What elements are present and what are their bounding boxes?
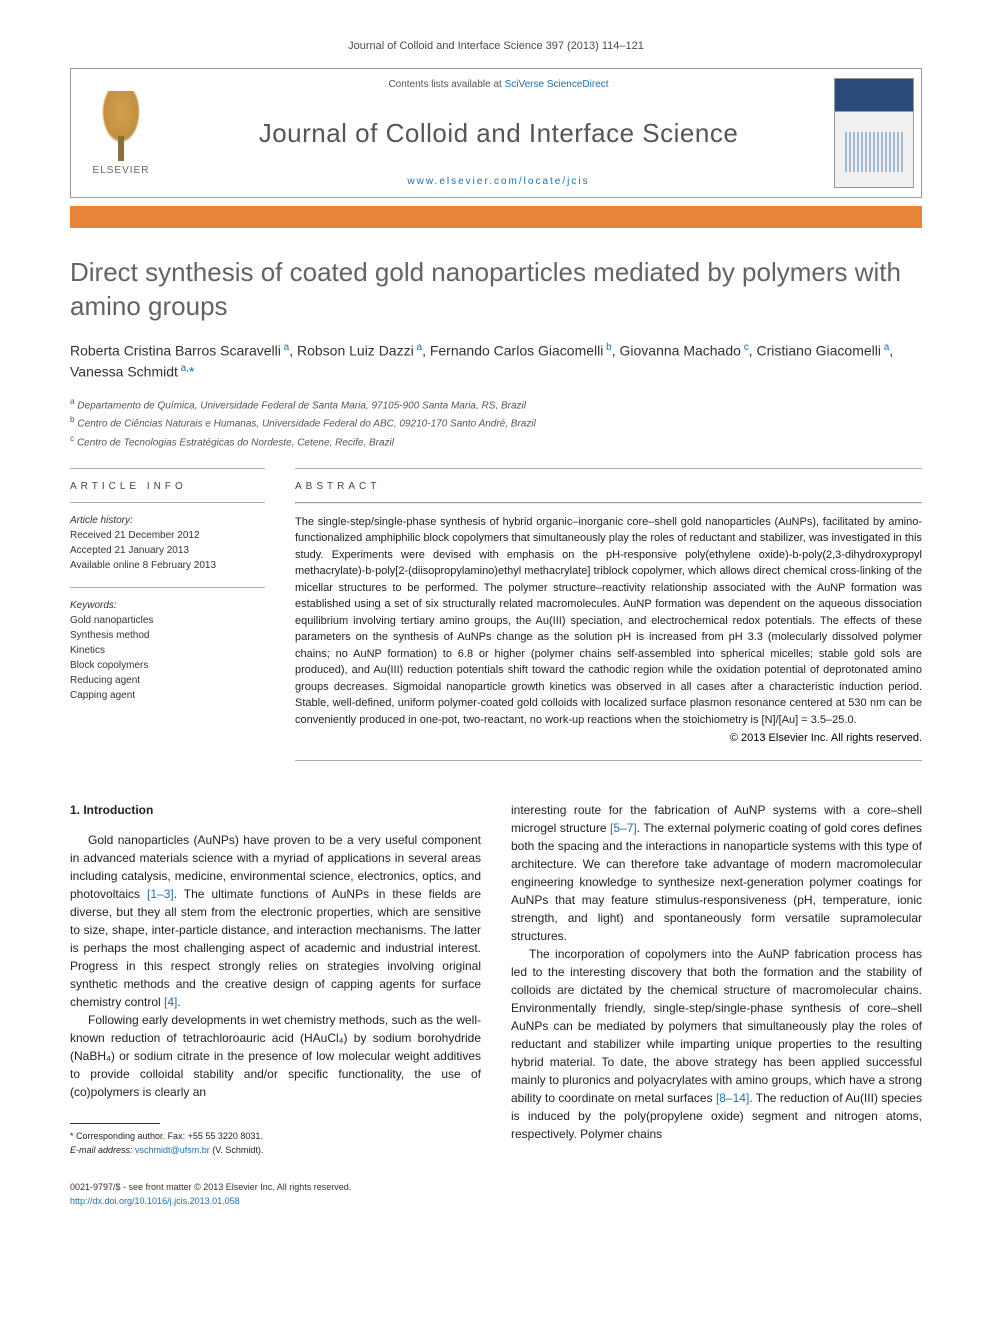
history-item: Received 21 December 2012 bbox=[70, 528, 265, 543]
article-history: Article history: Received 21 December 20… bbox=[70, 513, 265, 573]
section-heading-intro: 1. Introduction bbox=[70, 801, 481, 819]
keyword: Reducing agent bbox=[70, 673, 265, 688]
article-info-label: ARTICLE INFO bbox=[70, 481, 265, 492]
author: Vanessa Schmidt bbox=[70, 364, 178, 380]
ref-link[interactable]: [4] bbox=[164, 995, 177, 1009]
elsevier-tree-icon bbox=[91, 91, 151, 161]
right-column: interesting route for the fabrication of… bbox=[511, 801, 922, 1157]
keyword: Synthesis method bbox=[70, 628, 265, 643]
abstract-label: ABSTRACT bbox=[295, 481, 922, 492]
author: Robson Luiz Dazzi bbox=[297, 342, 414, 358]
doi-link[interactable]: http://dx.doi.org/10.1016/j.jcis.2013.01… bbox=[70, 1196, 240, 1206]
divider bbox=[70, 502, 265, 503]
publisher-name: ELSEVIER bbox=[93, 165, 150, 176]
body-two-column: 1. Introduction Gold nanoparticles (AuNP… bbox=[70, 801, 922, 1157]
journal-cover-thumbnail bbox=[826, 69, 921, 197]
aff-marker: a bbox=[281, 342, 289, 353]
keyword: Kinetics bbox=[70, 643, 265, 658]
author: Fernando Carlos Giacomelli bbox=[430, 342, 604, 358]
info-abstract-row: ARTICLE INFO Article history: Received 2… bbox=[70, 468, 922, 762]
author: Cristiano Giacomelli bbox=[756, 342, 880, 358]
divider bbox=[70, 587, 265, 588]
aff-marker: b bbox=[603, 342, 611, 353]
body-paragraph: interesting route for the fabrication of… bbox=[511, 801, 922, 945]
front-matter-line: 0021-9797/$ - see front matter © 2013 El… bbox=[70, 1181, 922, 1195]
affiliation: b Centro de Ciências Naturais e Humanas,… bbox=[70, 413, 922, 431]
citation-line: Journal of Colloid and Interface Science… bbox=[70, 40, 922, 52]
keywords-block: Keywords: Gold nanoparticles Synthesis m… bbox=[70, 598, 265, 703]
divider bbox=[295, 502, 922, 504]
contents-available-line: Contents lists available at SciVerse Sci… bbox=[388, 79, 608, 90]
corr-author-line: * Corresponding author. Fax: +55 55 3220… bbox=[70, 1130, 481, 1144]
affiliation: a Departamento de Química, Universidade … bbox=[70, 395, 922, 413]
elsevier-logo: ELSEVIER bbox=[71, 69, 171, 197]
author: Roberta Cristina Barros Scaravelli bbox=[70, 342, 281, 358]
left-column: 1. Introduction Gold nanoparticles (AuNP… bbox=[70, 801, 481, 1157]
ref-link[interactable]: [1–3] bbox=[147, 887, 174, 901]
header-center: Contents lists available at SciVerse Sci… bbox=[171, 69, 826, 197]
abstract-text: The single-step/single-phase synthesis o… bbox=[295, 514, 922, 729]
corresponding-star-icon: * bbox=[189, 364, 194, 380]
cover-image-icon bbox=[834, 78, 914, 188]
abstract-column: ABSTRACT The single-step/single-phase sy… bbox=[295, 468, 922, 762]
author: Giovanna Machado bbox=[620, 342, 741, 358]
ref-link[interactable]: [5–7] bbox=[610, 821, 637, 835]
keyword: Gold nanoparticles bbox=[70, 613, 265, 628]
journal-url[interactable]: www.elsevier.com/locate/jcis bbox=[407, 176, 589, 187]
article-info-column: ARTICLE INFO Article history: Received 2… bbox=[70, 468, 265, 762]
aff-marker: c bbox=[741, 342, 749, 353]
contents-prefix: Contents lists available at bbox=[388, 79, 504, 90]
divider bbox=[295, 760, 922, 761]
accent-bar bbox=[70, 206, 922, 228]
aff-marker: a bbox=[414, 342, 422, 353]
footnote-divider bbox=[70, 1123, 160, 1124]
sciencedirect-link[interactable]: SciVerse ScienceDirect bbox=[505, 79, 609, 90]
aff-marker: a, bbox=[178, 363, 189, 374]
history-item: Available online 8 February 2013 bbox=[70, 558, 265, 573]
keyword: Capping agent bbox=[70, 688, 265, 703]
keyword: Block copolymers bbox=[70, 658, 265, 673]
article-title: Direct synthesis of coated gold nanopart… bbox=[70, 256, 922, 324]
email-line: E-mail address: vschmidt@ufsm.br (V. Sch… bbox=[70, 1144, 481, 1158]
journal-name: Journal of Colloid and Interface Science bbox=[259, 118, 739, 149]
email-link[interactable]: vschmidt@ufsm.br bbox=[135, 1145, 210, 1155]
authors-list: Roberta Cristina Barros Scaravelli a, Ro… bbox=[70, 340, 922, 383]
abstract-copyright: © 2013 Elsevier Inc. All rights reserved… bbox=[295, 732, 922, 744]
affiliations: a Departamento de Química, Universidade … bbox=[70, 395, 922, 450]
history-item: Accepted 21 January 2013 bbox=[70, 543, 265, 558]
affiliation: c Centro de Tecnologias Estratégicas do … bbox=[70, 432, 922, 450]
journal-header-box: ELSEVIER Contents lists available at Sci… bbox=[70, 68, 922, 198]
body-paragraph: The incorporation of copolymers into the… bbox=[511, 945, 922, 1143]
history-label: Article history: bbox=[70, 513, 265, 528]
aff-marker: a bbox=[881, 342, 889, 353]
body-paragraph: Following early developments in wet chem… bbox=[70, 1011, 481, 1101]
page-footer: 0021-9797/$ - see front matter © 2013 El… bbox=[70, 1181, 922, 1208]
keywords-label: Keywords: bbox=[70, 598, 265, 613]
body-paragraph: Gold nanoparticles (AuNPs) have proven t… bbox=[70, 831, 481, 1011]
ref-link[interactable]: [8–14] bbox=[716, 1091, 749, 1105]
corresponding-footnote: * Corresponding author. Fax: +55 55 3220… bbox=[70, 1130, 481, 1157]
